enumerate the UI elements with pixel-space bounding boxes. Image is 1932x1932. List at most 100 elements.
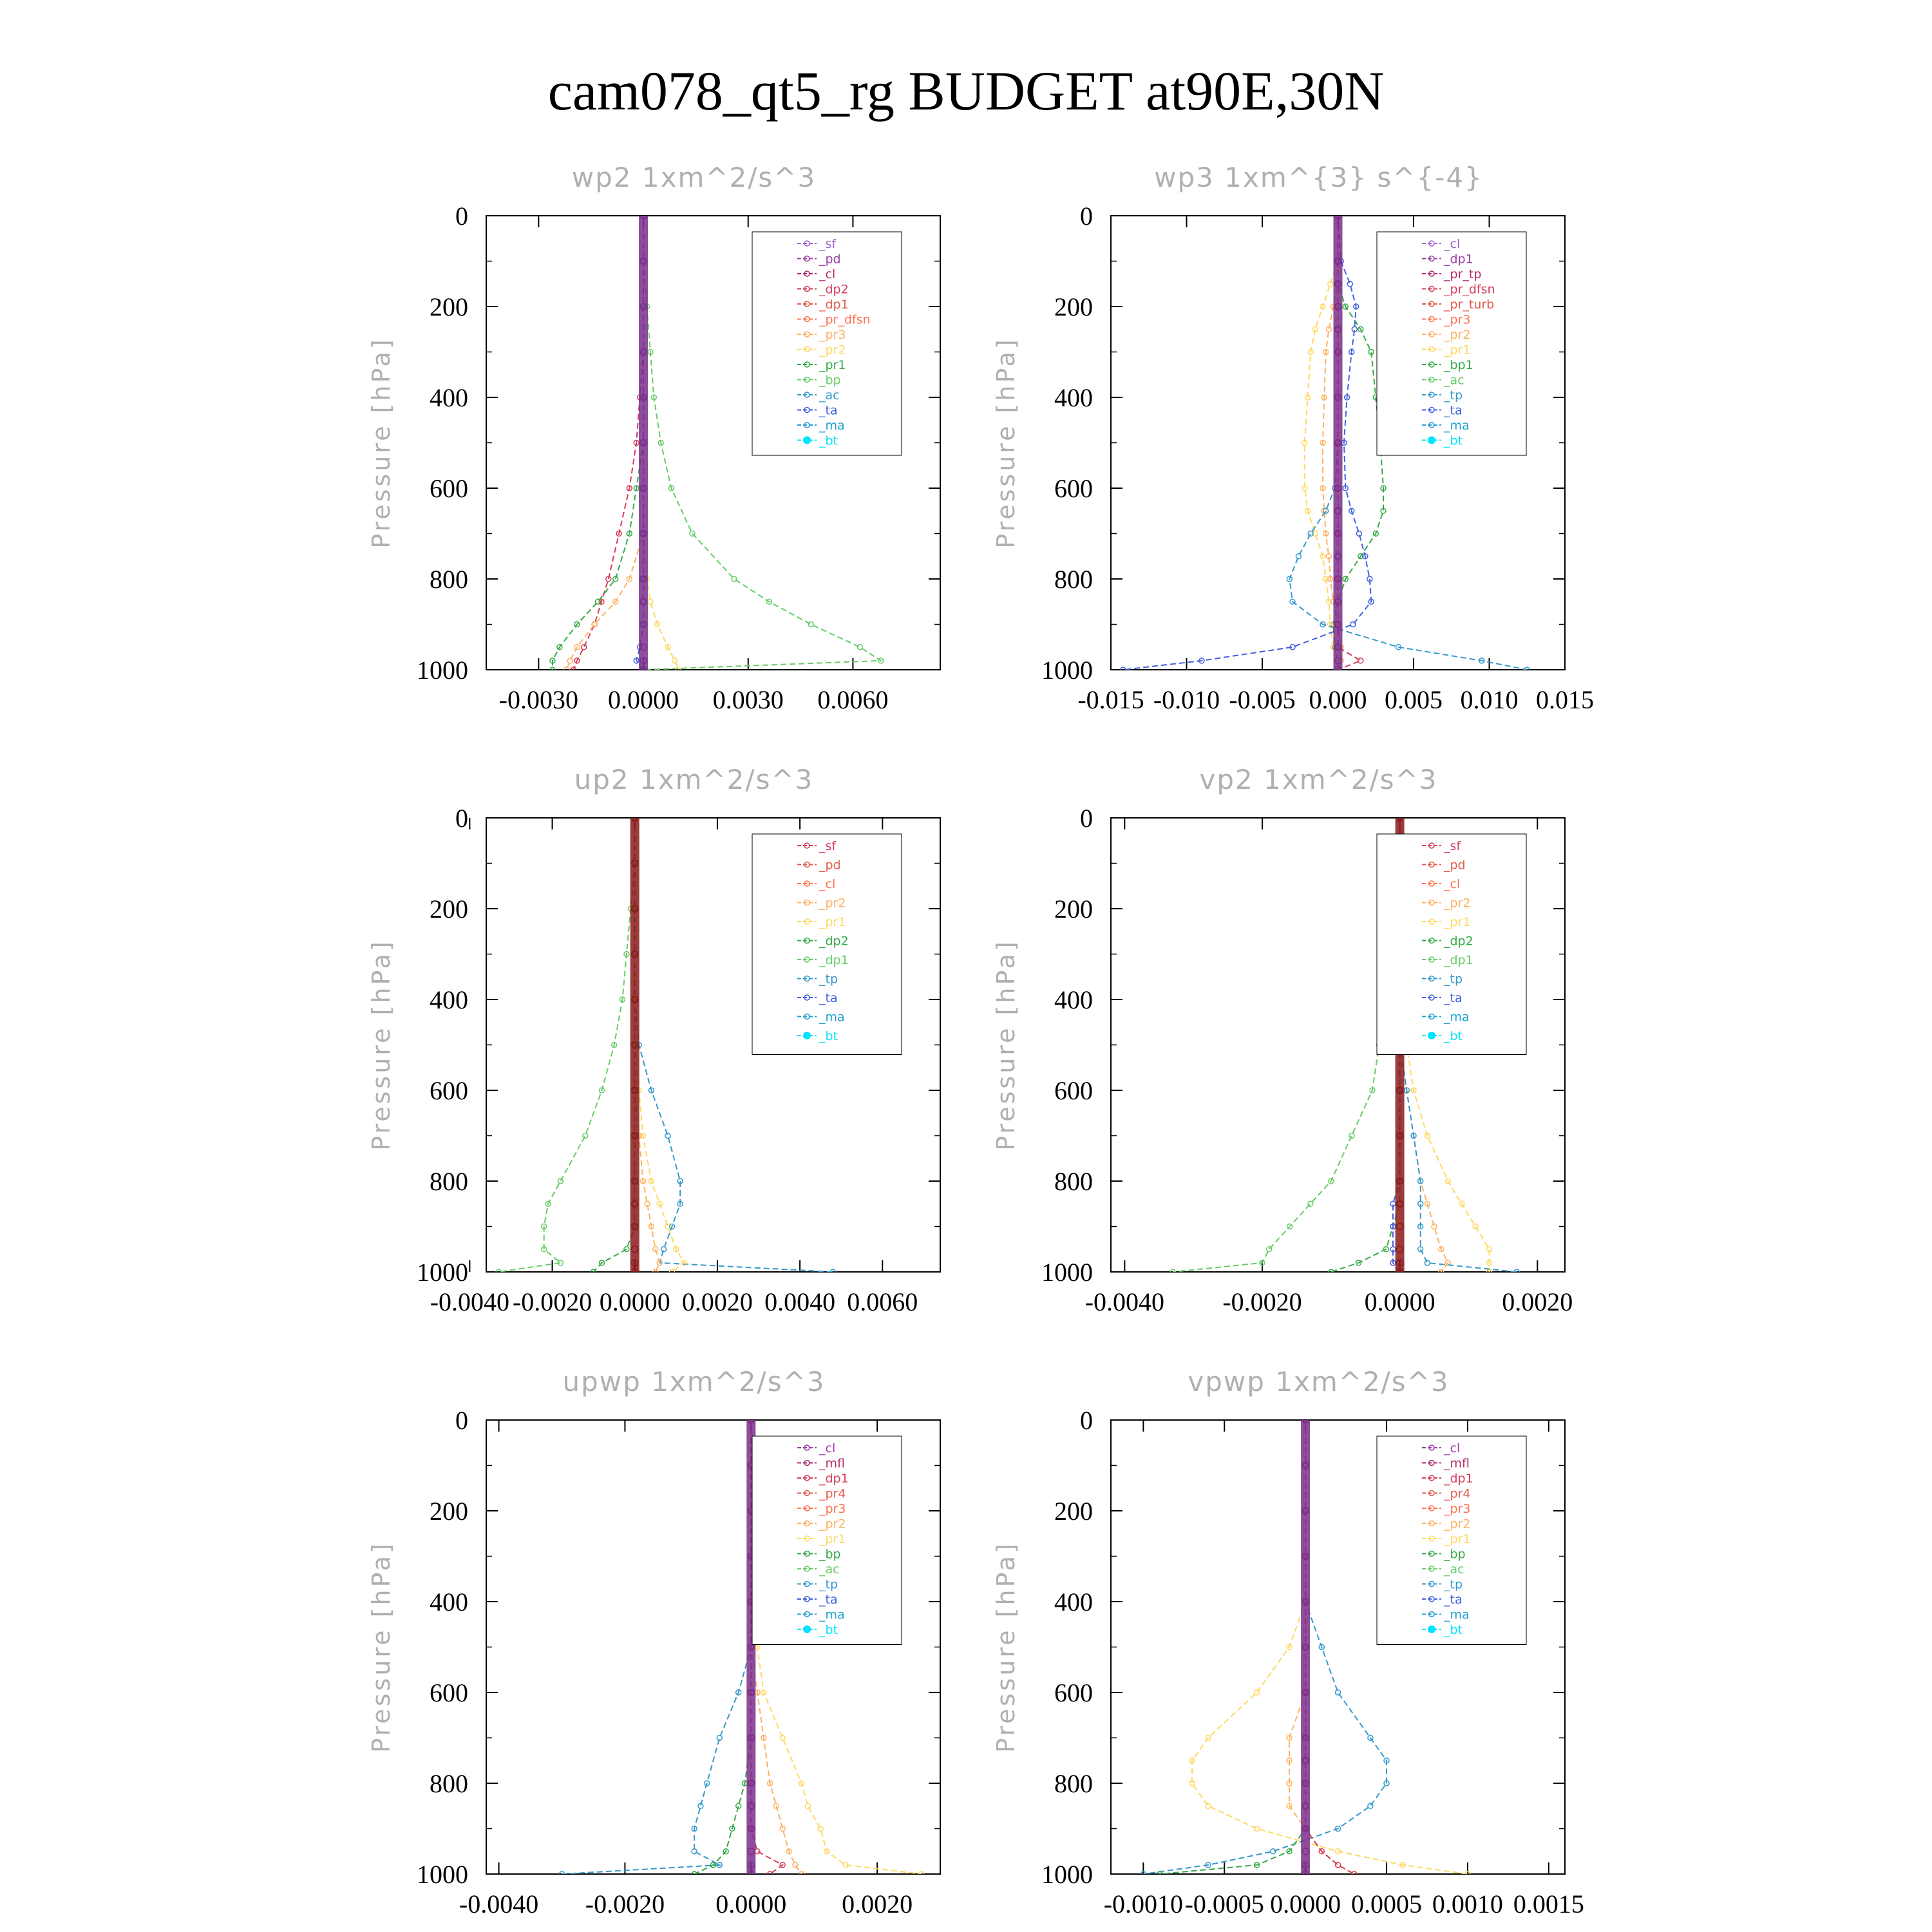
y-tick-label: 0 — [455, 1406, 468, 1435]
legend-marker — [1428, 301, 1435, 307]
legend-entry: _cl — [819, 267, 835, 281]
series-point — [1322, 530, 1329, 537]
y-tick-label: 600 — [430, 474, 468, 503]
series-point — [1417, 1246, 1424, 1253]
series-point — [630, 1222, 639, 1231]
series-point — [747, 1643, 755, 1651]
legend-marker — [1428, 956, 1435, 963]
x-tick-label: 0.0015 — [1513, 1889, 1584, 1918]
series-point — [1334, 257, 1342, 265]
series-point — [1417, 1223, 1424, 1230]
series-point — [1302, 439, 1308, 446]
series-point — [697, 1803, 704, 1810]
series-point — [1355, 1260, 1362, 1266]
series-point — [1334, 575, 1342, 583]
chart-panel-2: wp3 1xm^{3} s^{-4} Pressure [hPa] 0 200 400 6… — [992, 162, 1594, 714]
series-point — [658, 439, 664, 446]
series-point — [1524, 667, 1531, 670]
series-point — [1334, 325, 1342, 334]
x-tick-label: 0.0005 — [1351, 1889, 1422, 1918]
series-point — [668, 485, 675, 491]
series-point — [1307, 1200, 1314, 1208]
series-point — [1286, 1848, 1293, 1855]
series-point — [1286, 1780, 1293, 1786]
series-point — [616, 530, 622, 537]
y-tick-label: 400 — [1054, 1587, 1093, 1616]
panel-title: vp2 1xm^2/s^3 — [1200, 764, 1438, 795]
legend-marker — [804, 1550, 810, 1557]
legend-entry: _ta — [1443, 991, 1463, 1005]
series-point — [630, 905, 639, 913]
series-point — [605, 576, 612, 582]
series-point — [1295, 553, 1302, 560]
series-point — [779, 1862, 786, 1868]
series-line-pr1 — [634, 818, 685, 1272]
series-line-tp — [1143, 1420, 1387, 1874]
series-point — [581, 644, 587, 650]
figure-title: cam078_qt5_rg BUDGET at90E,30N — [548, 60, 1385, 122]
series-point — [786, 1848, 792, 1855]
series-point — [652, 1246, 659, 1253]
x-tick-label: -0.0010 — [1104, 1889, 1183, 1918]
series-point — [1289, 644, 1296, 650]
series-point — [639, 393, 647, 401]
series-point — [1486, 1260, 1493, 1266]
legend-entry: _bt — [1443, 1623, 1463, 1637]
y-axis-label: Pressure [hPa] — [992, 1541, 1020, 1753]
y-tick-label: 1000 — [1041, 1258, 1093, 1287]
series-line-pr2 — [634, 818, 661, 1272]
series-point — [630, 1132, 639, 1140]
series-point — [1259, 1260, 1265, 1266]
series-line-pr1 — [750, 1420, 922, 1874]
series-point — [1396, 1132, 1404, 1140]
series-point — [648, 1223, 655, 1230]
legend-entry: _pr4 — [819, 1487, 846, 1501]
legend-entry: _bp1 — [1443, 358, 1473, 372]
legend-entry: _dp1 — [1443, 1472, 1473, 1486]
series-point — [1334, 1862, 1341, 1868]
series-point — [1270, 1848, 1276, 1855]
legend-entry: _dp2 — [819, 934, 849, 949]
legend-entry: _tp — [1443, 388, 1463, 402]
y-tick-label: 400 — [430, 985, 468, 1014]
series-point — [558, 1871, 565, 1874]
y-tick-label: 600 — [1054, 1076, 1093, 1105]
series-point — [675, 667, 682, 670]
series-point — [829, 1269, 837, 1272]
legend-marker — [1428, 1459, 1435, 1466]
series-point — [747, 1689, 755, 1696]
legend-entry: _bp — [819, 1548, 841, 1562]
series-point — [1351, 326, 1358, 333]
series-point — [842, 1862, 849, 1868]
series-point — [1302, 1779, 1309, 1787]
series-point — [1424, 1260, 1431, 1266]
chart-panel-3: up2 1xm^2/s^3 Pressure [hPa] 0 200 400 600 800… — [367, 764, 941, 1316]
series-point — [650, 394, 658, 401]
y-tick-label: 200 — [430, 895, 468, 923]
legend-entry: _bp — [1443, 1548, 1466, 1562]
legend-entry: _bt — [819, 1029, 838, 1043]
legend-entry: _sf — [1443, 839, 1461, 853]
legend-entry: _bt — [1443, 434, 1463, 448]
legend-entry: _cl — [1443, 877, 1460, 891]
y-tick-label: 200 — [1054, 895, 1093, 923]
legend-entry: _tp — [1443, 1578, 1463, 1592]
legend-entry: _pr2 — [1443, 896, 1470, 911]
x-tick-label: -0.010 — [1153, 685, 1220, 714]
series-point — [779, 1734, 786, 1741]
y-tick-label: 600 — [1054, 474, 1093, 503]
legend-marker — [804, 1505, 810, 1511]
legend-marker — [804, 1013, 810, 1020]
legend-entry: _pr1 — [1443, 1532, 1470, 1546]
series-point — [612, 576, 619, 582]
y-tick-label: 800 — [430, 1769, 468, 1798]
series-point — [1459, 1200, 1465, 1208]
series-point — [639, 257, 647, 265]
series-point — [1170, 1269, 1176, 1272]
series-point — [630, 950, 639, 958]
series-point — [1320, 553, 1326, 560]
legend-entry: _ac — [1443, 1562, 1464, 1577]
series-point — [1342, 485, 1349, 491]
series-point — [1205, 1862, 1211, 1868]
